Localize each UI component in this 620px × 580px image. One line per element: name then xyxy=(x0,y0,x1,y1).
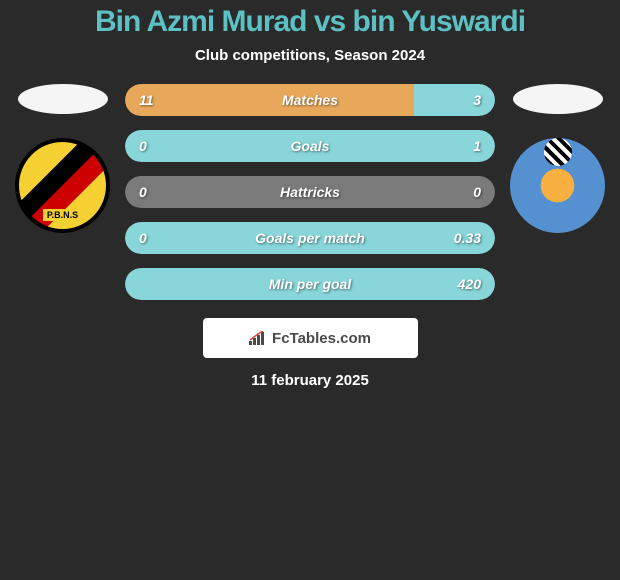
stat-right-value: 0.33 xyxy=(454,230,481,246)
stat-bar: 0 Goals 1 xyxy=(125,130,495,162)
content-row: 11 Matches 3 0 Goals 1 0 Hattricks 0 0 Goals per m… xyxy=(0,84,620,300)
stat-right-value: 3 xyxy=(473,92,481,108)
stat-left-value: 0 xyxy=(139,230,147,246)
page-title: Bin Azmi Murad vs bin Yuswardi xyxy=(95,5,525,39)
stats-column: 11 Matches 3 0 Goals 1 0 Hattricks 0 0 Goals per m… xyxy=(115,84,505,300)
stat-bar: 0 Hattricks 0 xyxy=(125,176,495,208)
left-country-flag xyxy=(18,84,108,114)
stat-bar: 0 Goals per match 0.33 xyxy=(125,222,495,254)
comparison-card: Bin Azmi Murad vs bin Yuswardi Club comp… xyxy=(0,0,620,394)
stat-label: Matches xyxy=(282,92,338,108)
stat-left-value: 0 xyxy=(139,184,147,200)
stat-label: Goals xyxy=(291,138,330,154)
subtitle: Club competitions, Season 2024 xyxy=(195,47,425,64)
stat-bar: Min per goal 420 xyxy=(125,268,495,300)
stat-label: Goals per match xyxy=(255,230,365,246)
chart-icon xyxy=(249,331,267,345)
stat-left-value: 0 xyxy=(139,138,147,154)
right-country-flag xyxy=(513,84,603,114)
stat-label: Min per goal xyxy=(269,276,351,292)
right-club-logo xyxy=(510,138,605,233)
stat-bar: 11 Matches 3 xyxy=(125,84,495,116)
site-name: FcTables.com xyxy=(272,330,371,347)
left-club-logo xyxy=(15,138,110,233)
stat-right-value: 0 xyxy=(473,184,481,200)
stat-right-value: 1 xyxy=(473,138,481,154)
site-badge[interactable]: FcTables.com xyxy=(203,318,418,358)
date-text: 11 february 2025 xyxy=(251,372,369,389)
right-player-col xyxy=(505,84,610,233)
stat-left-value: 11 xyxy=(139,92,154,108)
stat-label: Hattricks xyxy=(280,184,340,200)
stat-right-value: 420 xyxy=(458,276,481,292)
left-player-col xyxy=(10,84,115,233)
